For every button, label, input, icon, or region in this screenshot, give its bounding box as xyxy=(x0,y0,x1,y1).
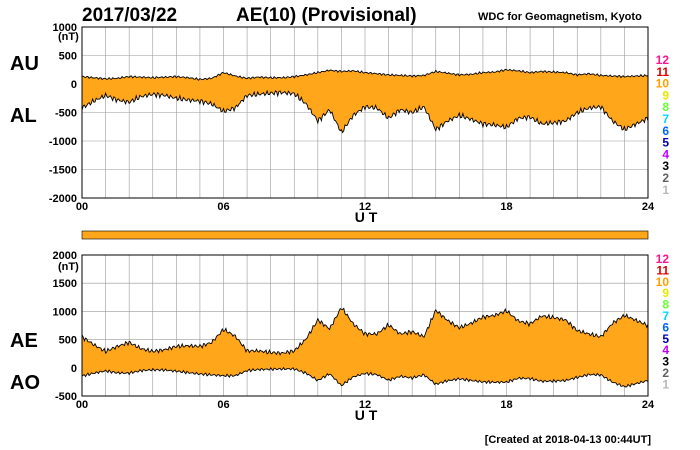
ao-label: AO xyxy=(10,372,40,394)
legend-station-5: 5 xyxy=(662,136,669,150)
al-label: AL xyxy=(10,105,37,127)
x-tick-label: 00 xyxy=(76,399,88,411)
x-tick-label: 06 xyxy=(217,399,229,411)
legend-station-6: 6 xyxy=(662,320,669,334)
created-timestamp: [Created at 2018-04-13 00:44UT] xyxy=(485,434,652,446)
legend-station-2: 2 xyxy=(662,171,669,185)
ao-series-line xyxy=(81,366,649,388)
y-tick-label: 1000 xyxy=(53,22,77,34)
y-tick-label: 0 xyxy=(71,363,77,375)
source-label: WDC for Geomagnetism, Kyoto xyxy=(478,11,642,23)
legend-station-11: 11 xyxy=(656,263,669,277)
ae-ao-unit-label: (nT) xyxy=(58,261,79,273)
index-title: AE(10) (Provisional) xyxy=(236,5,417,26)
x-tick-label: 12 xyxy=(359,399,371,411)
legend-station-1: 1 xyxy=(662,183,669,197)
y-tick-label: 500 xyxy=(59,335,77,347)
ae-ao-frame xyxy=(81,254,649,397)
au-al-x-axis-label: U T xyxy=(355,209,378,225)
x-tick-label: 00 xyxy=(76,201,88,213)
y-tick-label: 1000 xyxy=(53,306,77,318)
y-tick-label: -1000 xyxy=(49,136,77,148)
legend-station-2: 2 xyxy=(662,366,669,380)
y-tick-label: 0 xyxy=(71,79,77,91)
legend-station-5: 5 xyxy=(662,332,669,346)
legend-station-8: 8 xyxy=(662,298,669,312)
legend-station-1: 1 xyxy=(662,377,669,391)
legend-station-10: 10 xyxy=(656,77,670,91)
x-tick-label: 24 xyxy=(642,399,655,411)
legend-station-7: 7 xyxy=(662,309,669,323)
legend-station-4: 4 xyxy=(662,147,669,161)
legend-station-11: 11 xyxy=(656,65,669,79)
y-tick-label: 2000 xyxy=(53,250,77,262)
legend-station-4: 4 xyxy=(662,343,669,357)
legend-station-7: 7 xyxy=(662,112,669,126)
au-series-line xyxy=(81,68,649,81)
x-tick-label: 18 xyxy=(500,399,512,411)
legend-station-9: 9 xyxy=(662,88,669,102)
au-al-band xyxy=(82,69,648,133)
al-series-line xyxy=(81,89,649,134)
legend-station-9: 9 xyxy=(662,286,669,300)
y-tick-label: 500 xyxy=(59,51,77,63)
legend-station-12: 12 xyxy=(656,53,670,67)
legend-station-10: 10 xyxy=(656,275,670,289)
x-tick-label: 12 xyxy=(359,201,371,213)
y-tick-label: -2000 xyxy=(49,193,77,205)
legend-station-8: 8 xyxy=(662,100,669,114)
date-title: 2017/03/22 xyxy=(82,5,177,26)
y-tick-label: -500 xyxy=(55,108,77,120)
y-tick-label: -500 xyxy=(55,391,77,403)
legend-station-3: 3 xyxy=(662,159,669,173)
x-tick-label: 06 xyxy=(217,201,229,213)
ae-ao-band xyxy=(82,308,648,387)
legend-station-3: 3 xyxy=(662,355,669,369)
legend-station-6: 6 xyxy=(662,124,669,138)
x-tick-label: 18 xyxy=(500,201,512,213)
au-label: AU xyxy=(10,53,39,75)
legend-station-12: 12 xyxy=(656,252,670,266)
ae-label: AE xyxy=(10,330,38,352)
y-tick-label: 1500 xyxy=(53,278,77,290)
ae-series-line xyxy=(81,307,649,356)
ae-ao-x-axis-label: U T xyxy=(355,407,378,423)
au-al-x-ticks: 00 06 12 18 24 xyxy=(76,201,655,213)
au-al-frame xyxy=(81,26,649,199)
x-tick-label: 24 xyxy=(642,201,655,213)
ae-ao-y-ticks: 2000 1500 1000 500 0 -500 xyxy=(53,250,77,403)
au-al-unit-label: (nT) xyxy=(58,31,79,43)
ae-ao-x-ticks: 00 06 12 18 24 xyxy=(76,399,655,411)
data-coverage-bar xyxy=(81,230,649,240)
y-tick-label: -1500 xyxy=(49,165,77,177)
au-al-y-ticks: 1000 500 0 -500 -1000 -1500 -2000 xyxy=(49,22,77,205)
